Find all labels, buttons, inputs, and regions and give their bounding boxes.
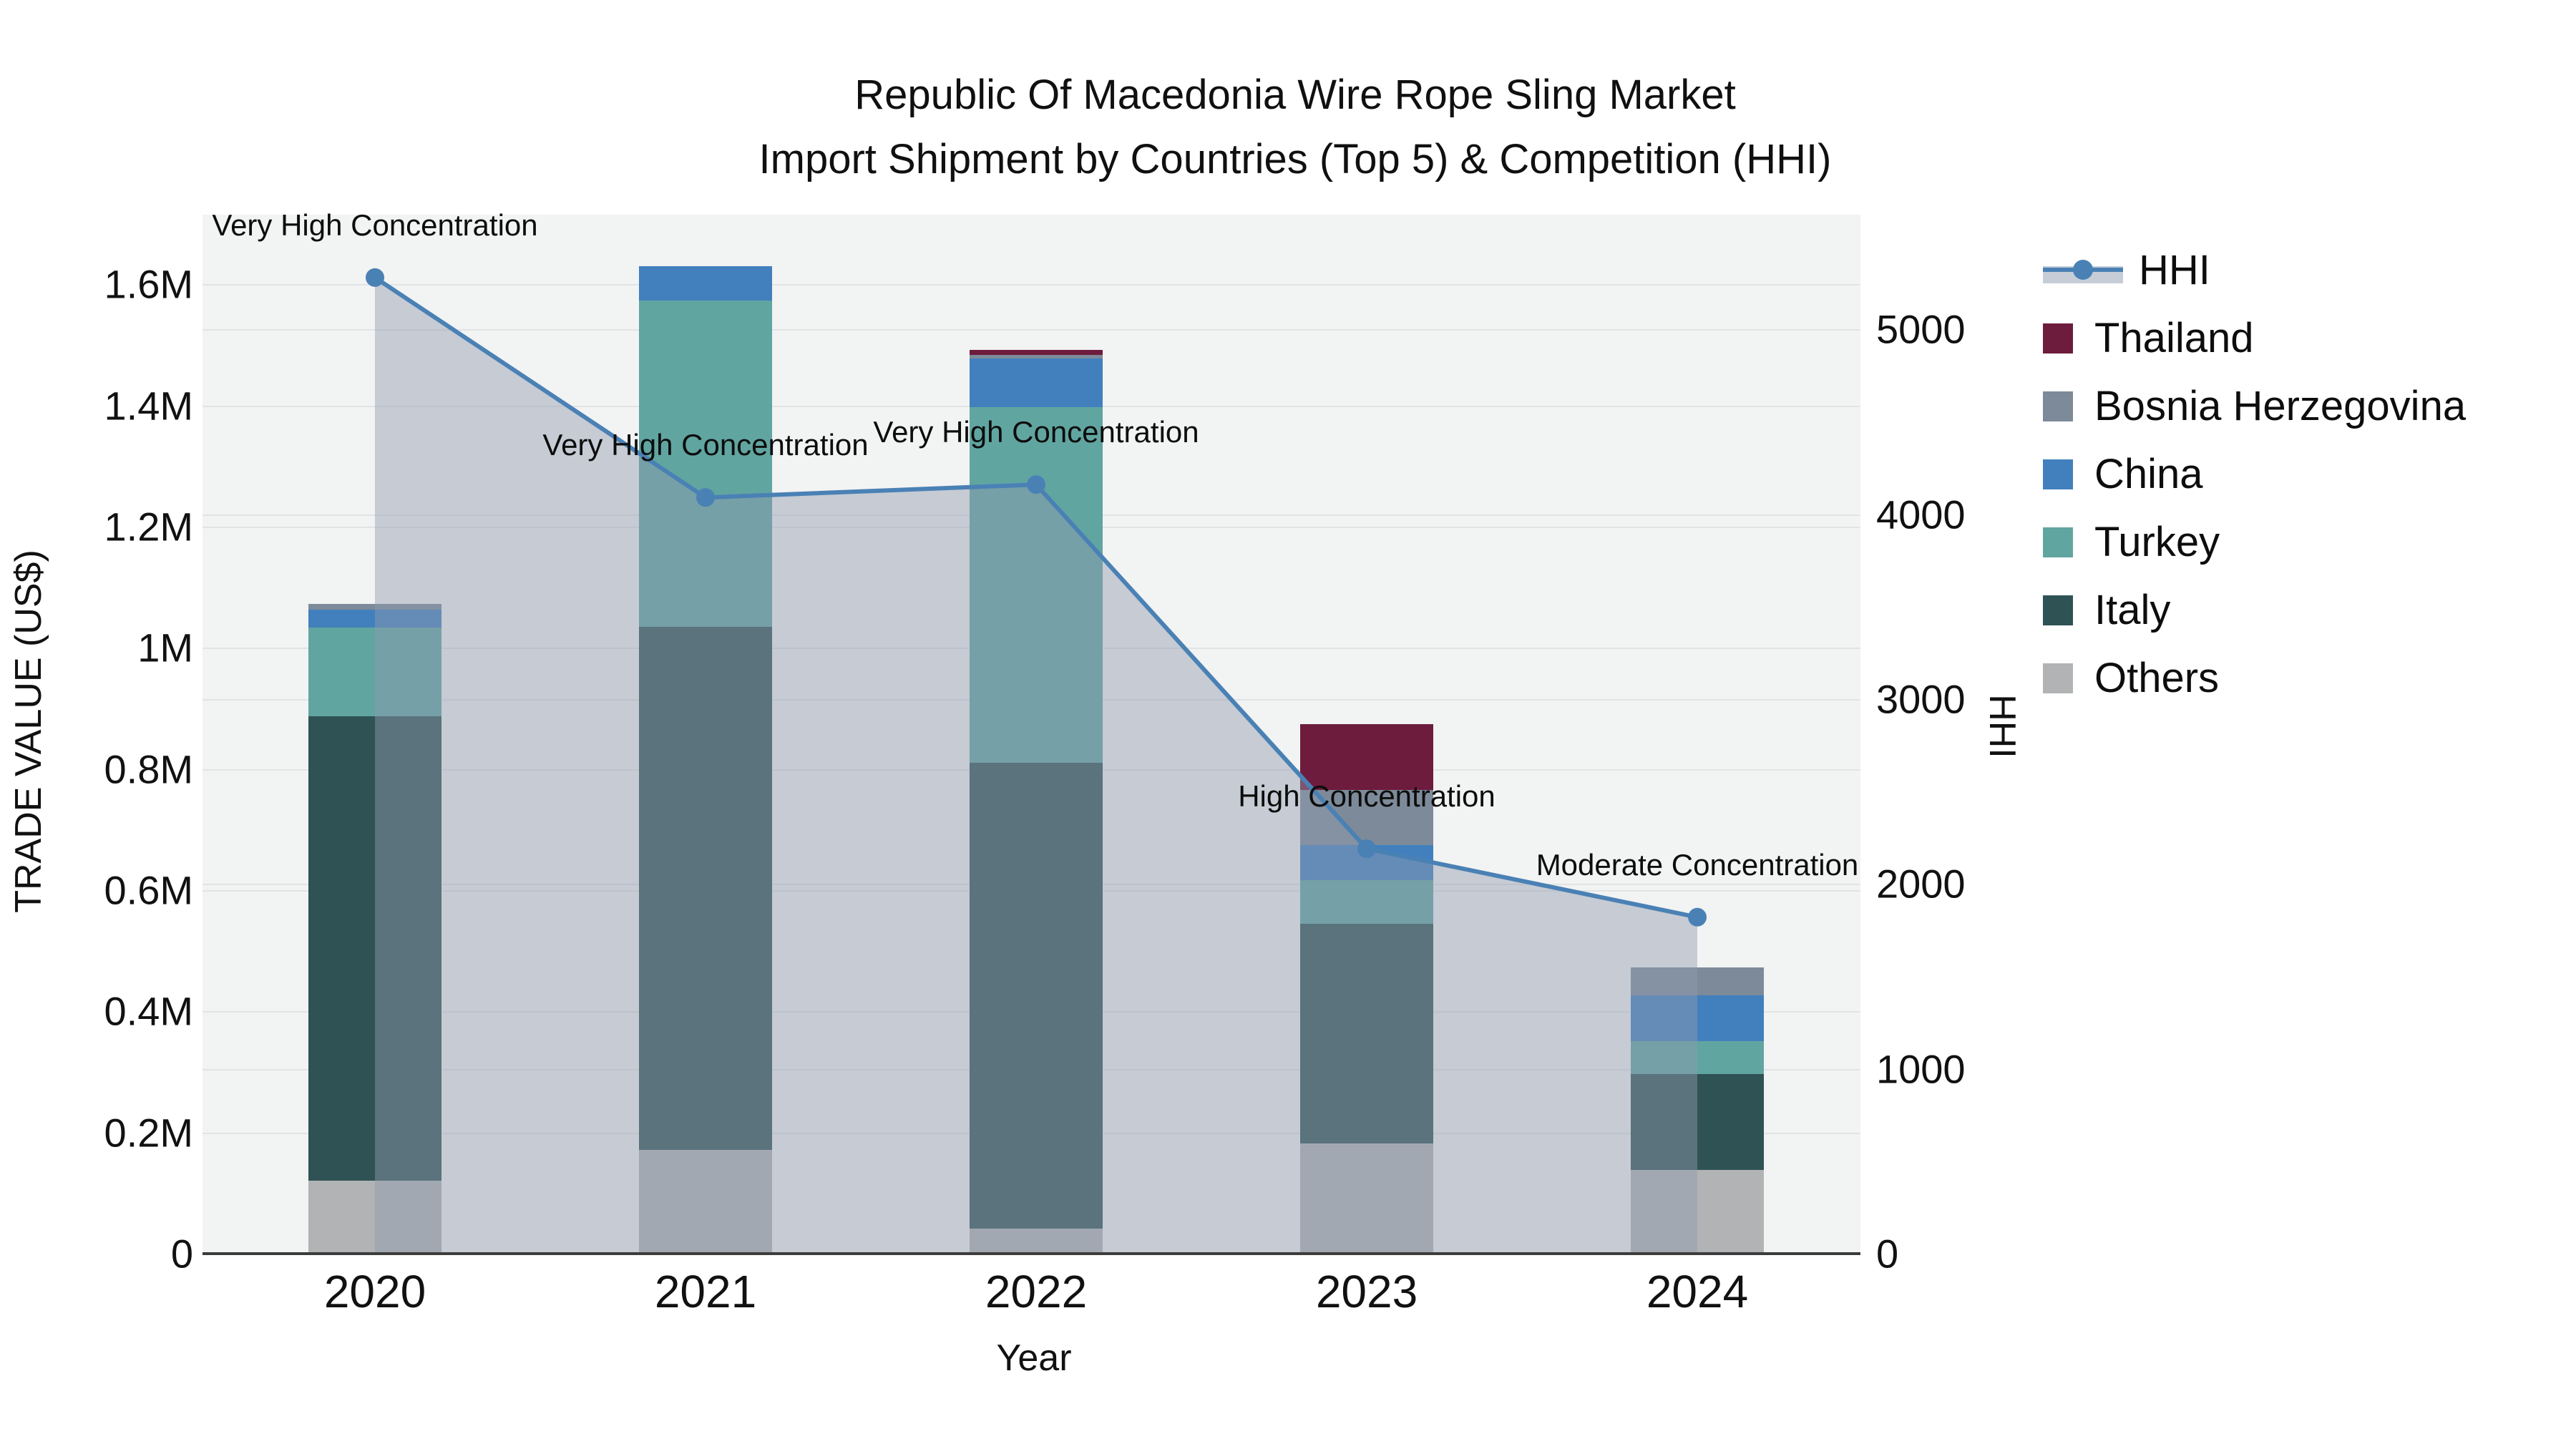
- annotation-2024: Moderate Concentration: [1536, 847, 1859, 882]
- legend-item-turkey[interactable]: Turkey: [2043, 508, 2466, 576]
- legend-label: Turkey: [2094, 519, 2220, 565]
- bar-segment-2024-china[interactable]: [1631, 995, 1764, 1041]
- bar-segment-2020-turkey[interactable]: [308, 627, 441, 717]
- x-tick-2023: 2023: [1315, 1266, 1418, 1317]
- legend-hhi-marker: [2073, 259, 2093, 280]
- x-tick-2022: 2022: [985, 1266, 1088, 1317]
- y-right-tick-5000: 5000: [1876, 306, 1966, 352]
- bar-segment-2022-italy[interactable]: [970, 763, 1103, 1229]
- legend-hhi-line-icon: [2043, 256, 2123, 285]
- legend-item-china[interactable]: China: [2043, 440, 2466, 508]
- legend-swatch-thailand: [2043, 323, 2073, 353]
- bar-segment-2023-others[interactable]: [1300, 1143, 1433, 1254]
- y-left-tick-0.2M: 0.2M: [104, 1110, 194, 1156]
- y-left-tick-0.8M: 0.8M: [104, 746, 194, 792]
- legend-label: Thailand: [2094, 315, 2254, 361]
- annotation-2022: Very High Concentration: [873, 415, 1199, 449]
- y-left-axis-title: TRADE VALUE (US$): [8, 550, 49, 913]
- legend-swatch-china: [2043, 459, 2073, 489]
- bar-segment-2021-china[interactable]: [639, 265, 772, 301]
- legend-item-italy[interactable]: Italy: [2043, 576, 2466, 644]
- plot-area: Very High Concentration Very High Concent…: [203, 208, 1860, 1254]
- y-left-tick-0.4M: 0.4M: [104, 988, 194, 1034]
- y-right-tick-3000: 3000: [1876, 676, 1966, 722]
- bar-segment-2020-others[interactable]: [308, 1181, 441, 1254]
- bar-segment-2022-china[interactable]: [970, 358, 1103, 408]
- legend-swatch-bosnia-herzegovina: [2043, 391, 2073, 421]
- y-right-tick-4000: 4000: [1876, 492, 1966, 537]
- bar-segment-2020-bosnia-herzegovina[interactable]: [308, 603, 441, 610]
- y-right-tick-2000: 2000: [1876, 861, 1966, 907]
- x-tick-2021: 2021: [654, 1266, 757, 1317]
- legend-item-bosnia-herzegovina[interactable]: Bosnia Herzegovina: [2043, 372, 2466, 440]
- bar-segment-2022-others[interactable]: [970, 1229, 1103, 1254]
- bar-segment-2022-turkey[interactable]: [970, 407, 1103, 763]
- y-left-tick-0: 0: [170, 1231, 193, 1277]
- chart-title: Republic Of Macedonia Wire Rope Sling Ma…: [72, 63, 2519, 192]
- legend-item-others[interactable]: Others: [2043, 644, 2466, 712]
- bar-segment-2024-italy[interactable]: [1631, 1074, 1764, 1171]
- y-left-tick-1M: 1M: [137, 625, 193, 670]
- chart-title-line2: Import Shipment by Countries (Top 5) & C…: [758, 136, 1832, 182]
- bar-segment-2021-turkey[interactable]: [639, 301, 772, 627]
- legend-label: China: [2094, 451, 2203, 497]
- bar-segment-2024-turkey[interactable]: [1631, 1040, 1764, 1075]
- y-left-tick-0.6M: 0.6M: [104, 867, 194, 913]
- legend: HHI Thailand Bosnia Herzegovina China Turkey…: [2043, 236, 2466, 712]
- x-axis-line: [203, 1252, 1860, 1255]
- x-axis-title: Year: [996, 1337, 1072, 1379]
- gridline-hhi-5000: [203, 329, 1860, 331]
- legend-item-thailand[interactable]: Thailand: [2043, 304, 2466, 372]
- bar-segment-2022-thailand[interactable]: [970, 349, 1103, 355]
- legend-swatch-italy: [2043, 595, 2073, 625]
- y-left-tick-1.4M: 1.4M: [104, 383, 194, 429]
- bar-segment-2022-bosnia-herzegovina[interactable]: [970, 354, 1103, 358]
- x-tick-2024: 2024: [1646, 1266, 1749, 1317]
- y-right-axis-title: HHI: [1981, 694, 2023, 758]
- bar-segment-2021-others[interactable]: [639, 1150, 772, 1254]
- annotation-2023: High Concentration: [1238, 779, 1496, 814]
- bar-segment-2024-others[interactable]: [1631, 1170, 1764, 1254]
- y-left-tick-1.2M: 1.2M: [104, 504, 194, 550]
- bar-segment-2020-china[interactable]: [308, 610, 441, 628]
- legend-swatch-turkey: [2043, 527, 2073, 557]
- legend-label: HHI: [2139, 247, 2210, 293]
- annotation-2021: Very High Concentration: [542, 428, 869, 462]
- y-right-tick-0: 0: [1876, 1231, 1899, 1277]
- bar-segment-2021-italy[interactable]: [639, 626, 772, 1151]
- y-right-tick-1000: 1000: [1876, 1046, 1966, 1092]
- gridline-trade-1.6: [203, 284, 1860, 286]
- legend-swatch-others: [2043, 663, 2073, 693]
- legend-label: Bosnia Herzegovina: [2094, 383, 2467, 429]
- bar-segment-2020-italy[interactable]: [308, 716, 441, 1181]
- y-left-tick-1.6M: 1.6M: [104, 261, 194, 307]
- legend-item-hhi[interactable]: HHI: [2043, 236, 2466, 304]
- hhi-point-2024[interactable]: [1688, 907, 1707, 927]
- legend-label: Italy: [2094, 587, 2171, 633]
- bar-segment-2024-bosnia-herzegovina[interactable]: [1631, 967, 1764, 996]
- annotation-2020: Very High Concentration: [212, 208, 538, 242]
- bar-segment-2023-china[interactable]: [1300, 844, 1433, 880]
- bar-segment-2023-italy[interactable]: [1300, 923, 1433, 1143]
- legend-label: Others: [2094, 655, 2220, 701]
- x-tick-2020: 2020: [323, 1266, 426, 1317]
- bar-segment-2023-turkey[interactable]: [1300, 879, 1433, 924]
- chart-title-line1: Republic Of Macedonia Wire Rope Sling Ma…: [854, 72, 1736, 118]
